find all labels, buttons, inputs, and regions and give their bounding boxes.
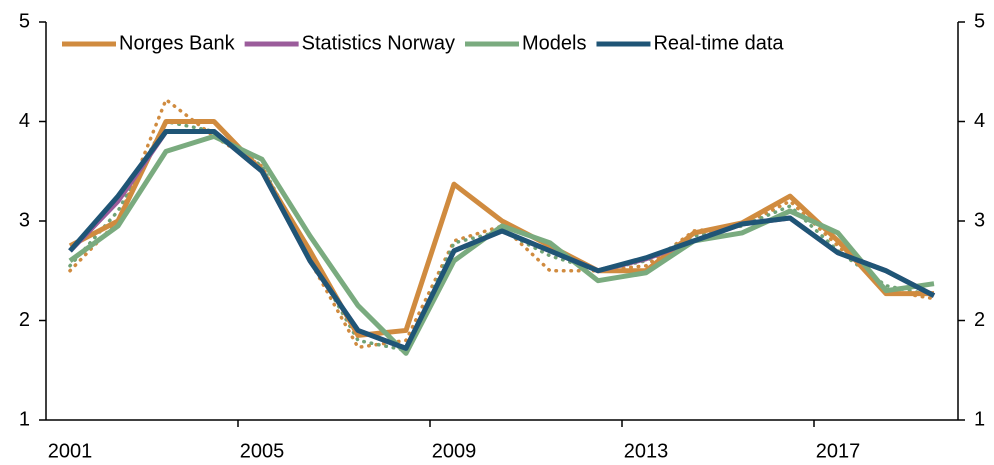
- y2-tick-label: 5: [974, 10, 985, 32]
- x-tick-label: 2013: [624, 440, 669, 462]
- series-line: [68, 133, 935, 356]
- y2-tick-label: 1: [974, 408, 985, 430]
- y-tick-label: 4: [19, 110, 30, 132]
- legend-label: Statistics Norway: [302, 32, 455, 54]
- legend-label: Norges Bank: [119, 32, 236, 54]
- series-line: [68, 128, 936, 351]
- x-tick-label: 2017: [816, 440, 861, 462]
- x-tick-label: 2001: [48, 440, 93, 462]
- series-line: [68, 128, 936, 351]
- y-tick-label: 1: [19, 408, 30, 430]
- legend-label: Models: [522, 32, 586, 54]
- y2-tick-label: 3: [974, 209, 985, 231]
- y-tick-label: 2: [19, 309, 30, 331]
- legend-label: Real-time data: [653, 32, 784, 54]
- y2-tick-label: 4: [974, 110, 985, 132]
- y-tick-label: 5: [19, 10, 30, 32]
- x-tick-label: 2009: [432, 440, 477, 462]
- y-tick-label: 3: [19, 209, 30, 231]
- dotted-line: [68, 119, 936, 353]
- y2-tick-label: 2: [974, 309, 985, 331]
- x-tick-label: 2005: [240, 440, 285, 462]
- series-line: [68, 119, 934, 338]
